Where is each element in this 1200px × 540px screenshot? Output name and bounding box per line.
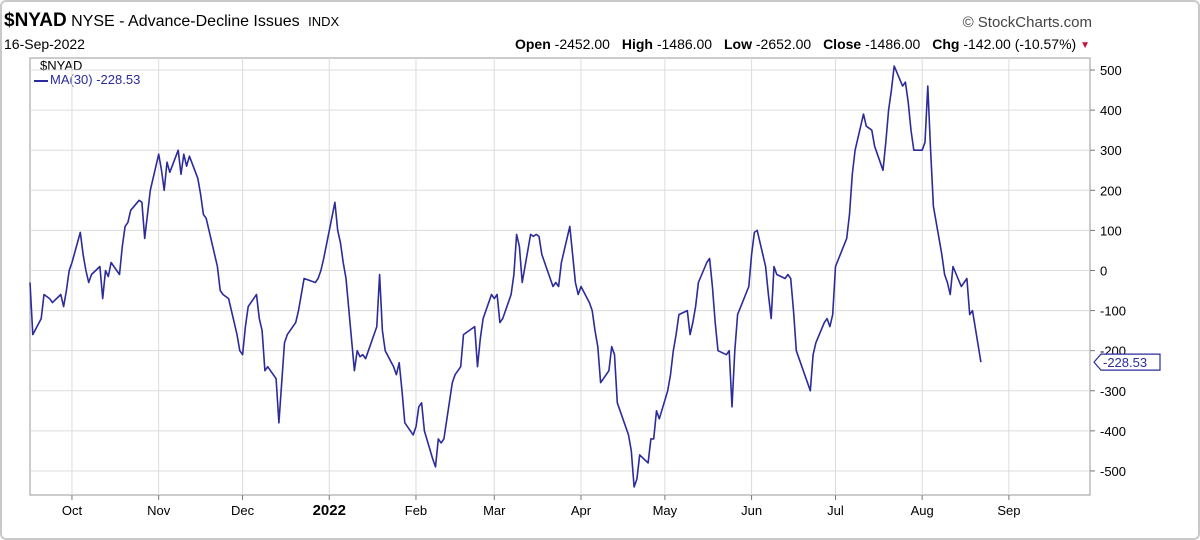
x-axis: Oct Nov Dec 2022 Feb Mar Apr May Jun Jul Aug Sep (62, 495, 1020, 519)
x-tick-label: Feb (405, 503, 427, 518)
grid-lines (29, 57, 1091, 496)
quote-date: 16-Sep-2022 (4, 36, 85, 52)
legend-swatch (34, 79, 48, 82)
y-tick-label: 500 (1100, 63, 1122, 78)
copyright-icon: © (962, 14, 974, 31)
series-layer (29, 65, 982, 488)
y-tick-label: 200 (1100, 183, 1122, 198)
y-tick-label: 0 (1100, 263, 1107, 278)
x-tick-label: Jun (741, 503, 762, 518)
plot-area (29, 57, 1091, 496)
down-arrow-icon: ▼ (1080, 39, 1090, 51)
low-label: Low (724, 36, 752, 52)
legend-ma: MA(30) -228.53 (34, 73, 140, 87)
y-tick-label: -100 (1100, 304, 1126, 319)
open-label: Open (514, 36, 551, 52)
x-tick-label: Apr (571, 503, 592, 518)
y-tick-label: 100 (1100, 223, 1122, 238)
x-tick-label: Oct (62, 503, 83, 518)
brand-name: StockCharts.com (977, 14, 1092, 31)
ohlc-bar: Open -2452.00 High -1486.00 Low -2652.00… (515, 36, 1090, 52)
x-tick-label: Aug (911, 503, 934, 518)
chg-value: -142.00 (-10.57%) (963, 36, 1077, 52)
y-tick-label: 400 (1100, 103, 1122, 118)
close-value: -1486.00 (865, 36, 921, 52)
title-name: NYSE - Advance-Decline Issues (71, 13, 300, 30)
bottom-strip (0, 532, 1200, 540)
y-tick-label: -500 (1100, 464, 1126, 479)
last-value-tag (1093, 353, 1161, 371)
x-tick-label: Sep (997, 503, 1020, 518)
legend-ma-label: MA(30) -228.53 (50, 72, 141, 87)
y-tick-label: -300 (1100, 384, 1126, 399)
last-value-label: -228.53 (1103, 355, 1147, 370)
series-line (29, 65, 982, 488)
high-label: High (621, 36, 653, 52)
open-value: -2452.00 (554, 36, 610, 52)
x-tick-label: 2022 (313, 502, 346, 519)
x-tick-label: Jul (827, 503, 844, 518)
chg-label: Chg (932, 36, 960, 52)
y-tick-label: 300 (1100, 143, 1122, 158)
last-value-marker: -228.53 (1093, 353, 1161, 371)
title-symbol: $NYAD (4, 10, 67, 31)
x-tick-label: Mar (483, 503, 506, 518)
low-value: -2652.00 (755, 36, 812, 52)
x-tick-label: Dec (231, 503, 255, 518)
chart-title: $NYAD NYSE - Advance-Decline Issues INDX (4, 10, 339, 32)
x-tick-label: Nov (147, 503, 171, 518)
high-value: -1486.00 (656, 36, 713, 52)
close-label: Close (823, 36, 862, 52)
x-tick-label: May (653, 503, 678, 518)
brand-logo[interactable]: © StockCharts.com (963, 14, 1092, 31)
title-type: INDX (308, 14, 340, 29)
y-tick-label: -400 (1100, 424, 1126, 439)
